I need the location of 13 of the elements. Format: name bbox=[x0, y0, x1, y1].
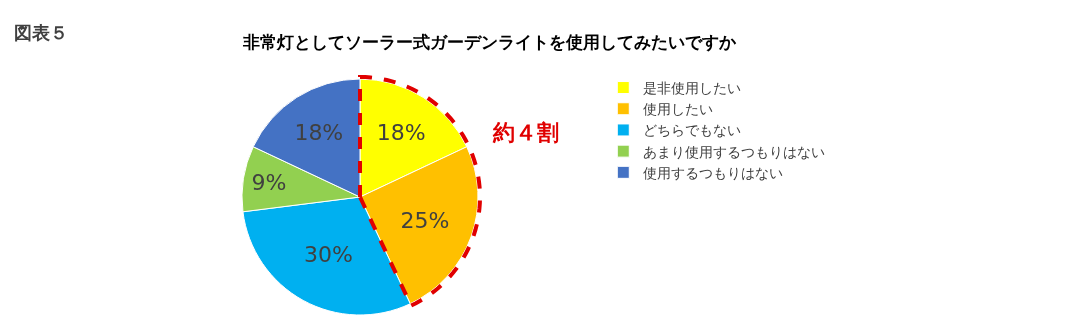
legend-label: どちらでもない bbox=[643, 122, 742, 139]
chart-title: 非常灯としてソーラー式ガーデンライトを使用してみたいですか bbox=[242, 32, 737, 52]
text: 図表５ bbox=[14, 22, 68, 43]
legend-label: あまり使用するつもりはない bbox=[643, 143, 826, 160]
legend-label: 使用したい bbox=[643, 101, 714, 118]
text: 約４割 bbox=[492, 120, 559, 145]
data-label: 25% bbox=[400, 207, 450, 233]
data-label: 18% bbox=[294, 119, 344, 145]
legend-label: 使用するつもりはない bbox=[643, 164, 784, 181]
data-label: 30% bbox=[304, 241, 354, 267]
data-label: 18% bbox=[376, 119, 426, 145]
legend-label: 是非使用したい bbox=[643, 80, 742, 96]
data-label: 9% bbox=[251, 170, 287, 196]
